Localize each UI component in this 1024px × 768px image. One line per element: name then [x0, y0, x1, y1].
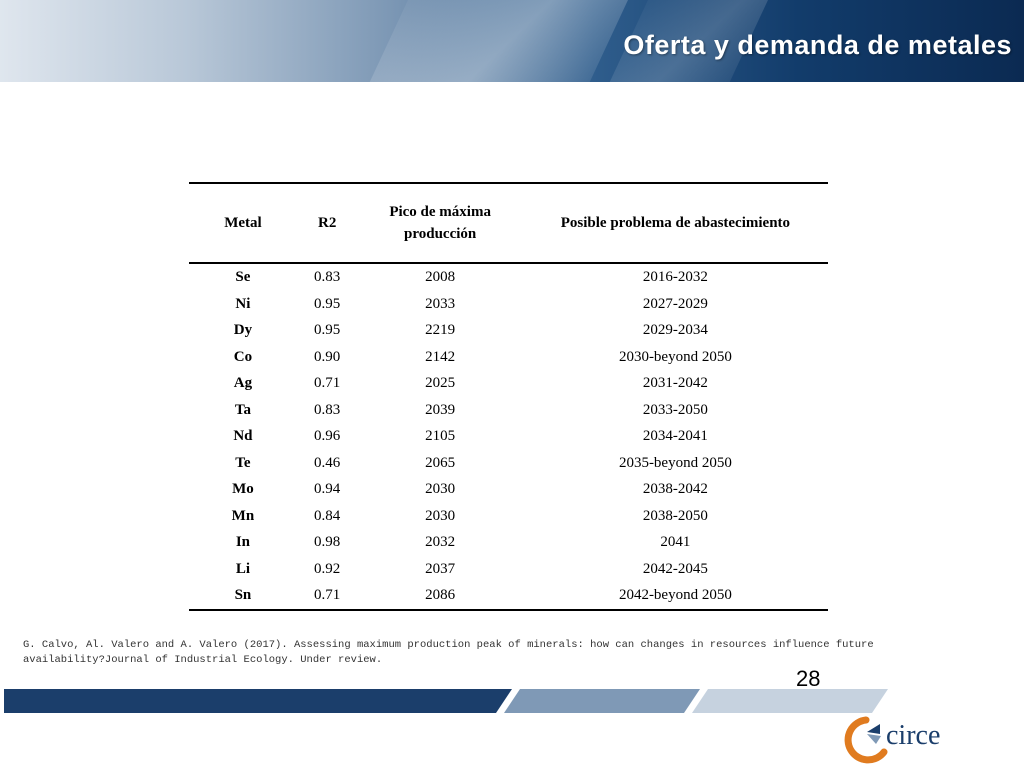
cell-peak: 2030 [425, 507, 456, 524]
table-row: Co 0.90 2142 2030-beyond 2050 [189, 344, 828, 371]
footer-stripes-graphic [4, 689, 888, 713]
column-header-metal: Metal [189, 182, 297, 264]
cell-supply-problem: 2031-2042 [642, 375, 708, 392]
logo-wordmark: circe [886, 720, 941, 751]
cell-r2: 0.83 [314, 401, 341, 418]
cell-r2: 0.83 [314, 269, 341, 286]
cell-r2: 0.98 [314, 534, 341, 551]
cell-peak: 2008 [425, 269, 456, 286]
table-row: In 0.98 2032 2041 [189, 529, 828, 556]
cell-metal: Se [235, 269, 251, 286]
footer-stripe-light [692, 689, 888, 713]
cell-supply-problem: 2016-2032 [642, 269, 708, 286]
table-row: Li 0.92 2037 2042-2045 [189, 556, 828, 583]
cell-supply-problem: 2035-beyond 2050 [618, 454, 732, 471]
cell-metal: Nd [233, 428, 253, 445]
metals-table: Metal R2 Pico de máxima producción Posib… [189, 182, 828, 611]
column-header-r2: R2 [296, 182, 358, 264]
cell-r2: 0.71 [314, 375, 341, 392]
cell-supply-problem: 2038-2050 [642, 507, 708, 524]
table-row: Se 0.83 2008 2016-2032 [189, 263, 828, 291]
table-row: Sn 0.71 2086 2042-beyond 2050 [189, 582, 828, 611]
table-header-row: Metal R2 Pico de máxima producción Posib… [189, 182, 828, 264]
cell-peak: 2030 [425, 481, 456, 498]
cell-peak: 2065 [425, 454, 456, 471]
footer-stripe-steel [504, 689, 700, 713]
cell-peak: 2037 [425, 560, 456, 577]
cell-peak: 2105 [425, 428, 456, 445]
cell-metal: Mo [232, 481, 254, 498]
cell-r2: 0.94 [314, 481, 341, 498]
citation-line: availability?Journal of Industrial Ecolo… [23, 654, 383, 666]
cell-peak: 2025 [425, 375, 456, 392]
citation-line: G. Calvo, Al. Valero and A. Valero (2017… [23, 639, 874, 651]
cell-peak: 2033 [425, 295, 456, 312]
cell-supply-problem: 2038-2042 [642, 481, 708, 498]
cell-r2: 0.95 [314, 295, 341, 312]
cell-metal: Sn [189, 582, 297, 611]
column-header-peak: Pico de máxima producción [357, 182, 523, 264]
circe-logo-icon [844, 716, 888, 764]
cell-metal: Ni [235, 295, 251, 312]
cell-r2: 0.90 [314, 348, 341, 365]
table-row: Ta 0.83 2039 2033-2050 [189, 397, 828, 424]
citation: G. Calvo, Al. Valero and A. Valero (2017… [23, 638, 983, 668]
table-row: Ni 0.95 2033 2027-2029 [189, 291, 828, 318]
table-row: Ag 0.71 2025 2031-2042 [189, 370, 828, 397]
footer-stripe-navy [4, 689, 512, 713]
cell-supply-problem: 2041 [660, 534, 691, 551]
column-header-supply-problem: Posible problema de abastecimiento [522, 182, 828, 264]
cell-r2: 0.84 [314, 507, 341, 524]
cell-metal: In [235, 534, 251, 551]
cell-peak: 2219 [425, 322, 456, 339]
banner-highlight [333, 0, 647, 82]
cell-supply-problem: 2042-beyond 2050 [522, 582, 828, 611]
cell-metal: Ta [234, 401, 251, 418]
title-banner: Oferta y demanda de metales [0, 0, 1024, 82]
cell-metal: Te [235, 454, 251, 471]
column-header-peak-label: Pico de máxima producción [389, 204, 491, 242]
table-row: Mo 0.94 2030 2038-2042 [189, 476, 828, 503]
cell-supply-problem: 2033-2050 [642, 401, 708, 418]
table-row: Nd 0.96 2105 2034-2041 [189, 423, 828, 450]
page-number: 28 [796, 666, 821, 691]
cell-supply-problem: 2027-2029 [642, 295, 708, 312]
cell-supply-problem: 2030-beyond 2050 [618, 348, 732, 365]
table-row: Te 0.46 2065 2035-beyond 2050 [189, 450, 828, 477]
cell-peak: 2039 [425, 401, 456, 418]
cell-r2: 0.71 [296, 582, 358, 611]
cell-r2: 0.92 [314, 560, 341, 577]
cell-metal: Mn [231, 507, 255, 524]
cell-metal: Dy [233, 322, 253, 339]
cell-peak: 2086 [357, 582, 523, 611]
cell-supply-problem: 2029-2034 [642, 322, 708, 339]
cell-r2: 0.46 [314, 454, 341, 471]
cell-metal: Ag [233, 375, 253, 392]
table-row: Dy 0.95 2219 2029-2034 [189, 317, 828, 344]
cell-supply-problem: 2034-2041 [642, 428, 708, 445]
slide-title: Oferta y demanda de metales [623, 30, 1012, 60]
cell-r2: 0.95 [314, 322, 341, 339]
cell-metal: Li [235, 560, 251, 577]
cell-metal: Co [233, 348, 253, 365]
cell-r2: 0.96 [314, 428, 341, 445]
cell-peak: 2032 [425, 534, 456, 551]
table-row: Mn 0.84 2030 2038-2050 [189, 503, 828, 530]
cell-supply-problem: 2042-2045 [642, 560, 708, 577]
cell-peak: 2142 [425, 348, 456, 365]
footer-stripes [0, 689, 1024, 713]
table-body: Se 0.83 2008 2016-2032 Ni 0.95 2033 2027-2029 Dy… [189, 263, 828, 611]
